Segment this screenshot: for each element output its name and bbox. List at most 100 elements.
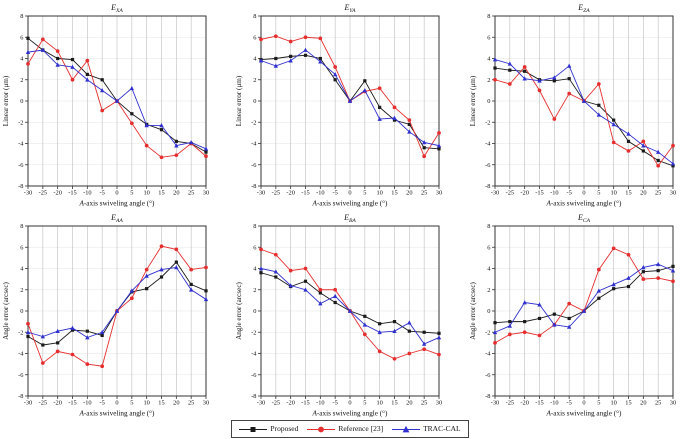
- marker-square: [41, 343, 45, 347]
- marker-circle: [318, 287, 323, 292]
- y-tick-label: -8: [18, 183, 23, 190]
- y-tick-label: 0: [20, 98, 23, 105]
- marker-circle: [174, 247, 179, 252]
- marker-triangle: [203, 146, 209, 151]
- x-tick-label: -30: [490, 399, 499, 406]
- x-tick-label: 20: [640, 189, 646, 196]
- x-tick-label: 15: [392, 399, 398, 406]
- marker-triangle: [129, 288, 134, 293]
- x-tick-label: -5: [333, 399, 338, 406]
- legend-item-proposed: Proposed: [239, 424, 298, 434]
- marker-square: [145, 287, 149, 291]
- legend-item-traccal: TRAC-CAL: [392, 424, 461, 434]
- marker-triangle: [437, 335, 442, 340]
- marker-circle: [655, 276, 660, 280]
- marker-circle: [55, 349, 60, 354]
- marker-square: [189, 282, 193, 287]
- marker-square: [159, 128, 164, 132]
- marker-triangle: [40, 47, 45, 52]
- marker-circle: [70, 352, 75, 357]
- marker-circle: [437, 131, 442, 135]
- x-tick-label: 0: [349, 189, 352, 196]
- marker-circle: [407, 118, 412, 122]
- marker-circle: [289, 39, 293, 44]
- marker-square: [174, 260, 178, 264]
- legend-label-proposed: Proposed: [270, 424, 299, 433]
- x-tick-label: -15: [68, 189, 77, 196]
- marker-circle: [129, 296, 134, 301]
- chart-eba: -30 -25 -20 -15 -10 -5 0 5 10 15 20 25 30-8-6-4-2024…: [235, 213, 443, 417]
- marker-square: [611, 287, 615, 291]
- marker-triangle: [303, 47, 308, 52]
- axis-ticks: -30 -25 -20 -15 -10 -5 0 5 10 15 20 25 30-8-6-4-2024…: [252, 223, 443, 406]
- marker-circle: [204, 154, 208, 159]
- x-tick-label: 5: [130, 189, 133, 196]
- marker-triangle: [114, 308, 120, 313]
- plot-border: [494, 225, 674, 397]
- marker-square: [319, 56, 323, 61]
- marker-circle: [392, 356, 397, 361]
- y-tick-label: -2: [18, 329, 23, 336]
- marker-circle: [159, 155, 164, 160]
- series-traccal: [259, 47, 442, 148]
- x-tick-label: 20: [406, 399, 412, 406]
- marker-circle: [492, 341, 497, 345]
- x-tick-label: -30: [257, 189, 266, 196]
- marker-square: [537, 316, 541, 321]
- marker-triangle: [536, 78, 542, 83]
- marker-circle: [392, 105, 397, 110]
- marker-square: [319, 291, 323, 295]
- marker-triangle: [407, 320, 412, 325]
- marker-circle: [259, 247, 264, 252]
- axis-ticks: -30 -25 -20 -15 -10 -5 0 5 10 15 20 25 30-8-6-4-2024…: [252, 13, 443, 196]
- marker-square: [304, 279, 308, 283]
- y-tick-label: 0: [487, 98, 490, 105]
- y-tick-label: 4: [254, 56, 258, 63]
- marker-square: [626, 284, 630, 289]
- marker-triangle: [596, 288, 601, 293]
- series-traccal: [25, 265, 209, 340]
- subplot-exa: -30 -25 -20 -15 -10 -5 0 5 10 15 20 25 30 -8 -6 -4 -2 0 2 4…: [0, 0, 233, 210]
- marker-triangle: [348, 98, 353, 103]
- marker-square: [567, 77, 571, 81]
- x-axis-label: A-axis swiveling angle (°): [79, 199, 156, 207]
- marker-square: [408, 122, 412, 126]
- marker-triangle: [25, 49, 31, 54]
- y-tick-label: -8: [252, 183, 257, 190]
- y-tick-label: -4: [252, 351, 258, 358]
- y-tick-label: 6: [20, 34, 23, 41]
- y-tick-label: -6: [18, 162, 23, 169]
- y-axis-label: Angle error (arcsec): [235, 281, 243, 339]
- marker-square: [274, 275, 278, 279]
- marker-square: [304, 53, 308, 57]
- marker-circle: [303, 35, 308, 40]
- plot-border: [27, 15, 207, 187]
- marker-triangle: [492, 57, 497, 62]
- x-tick-label: 30: [669, 399, 675, 406]
- chart-title: EZA: [577, 3, 590, 14]
- y-tick-label: -2: [252, 329, 257, 336]
- marker-triangle: [114, 98, 120, 103]
- marker-square: [100, 333, 104, 338]
- marker-circle: [189, 267, 194, 272]
- marker-square: [493, 321, 497, 325]
- marker-circle: [378, 86, 382, 91]
- marker-triangle: [144, 273, 149, 278]
- marker-square: [522, 69, 526, 73]
- marker-square: [552, 79, 556, 83]
- y-tick-label: 4: [487, 266, 491, 273]
- x-tick-label: -5: [333, 189, 338, 196]
- marker-square: [130, 112, 134, 116]
- subplot-eca: -30 -25 -20 -15 -10 -5 0 5 10 15 20 25 30 -8 -6 -4 -2 0 2 4…: [467, 210, 700, 420]
- marker-triangle: [174, 265, 179, 270]
- marker-circle: [378, 349, 382, 354]
- x-tick-label: 0: [349, 399, 352, 406]
- x-tick-label: -20: [520, 189, 529, 196]
- x-tick-label: -30: [24, 189, 33, 196]
- marker-circle: [274, 252, 279, 257]
- x-axis-label: A-axis swiveling angle (°): [312, 409, 389, 417]
- marker-square: [626, 139, 630, 143]
- marker-triangle: [333, 72, 338, 77]
- marker-triangle: [625, 275, 631, 280]
- y-tick-label: -6: [18, 372, 23, 379]
